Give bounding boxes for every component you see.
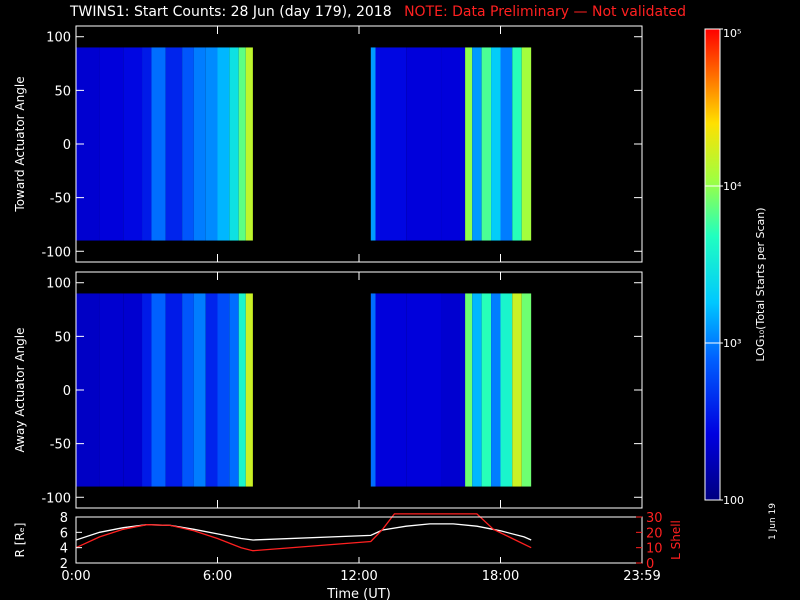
- heatmap-strip: [465, 293, 473, 487]
- x-tick-label: 23:59: [623, 569, 660, 584]
- y2-axis-label: L Shell: [669, 520, 683, 560]
- y2-tick-label: 0: [646, 557, 654, 572]
- heatmap-strip: [151, 47, 166, 241]
- y-tick-label: 100: [46, 277, 71, 292]
- heatmap-strip: [521, 293, 532, 487]
- y-axis-label: Away Actuator Angle: [13, 327, 27, 452]
- y2-tick-label: 10: [646, 542, 663, 557]
- y-tick-label: 2: [60, 557, 68, 572]
- panel-frame: [75, 516, 643, 564]
- y-tick-label: -100: [41, 491, 71, 506]
- y-tick-label: -50: [50, 192, 71, 207]
- heatmap-strip: [481, 293, 492, 487]
- heatmap-strip: [406, 293, 442, 487]
- heatmap-panel-2: -100 -50 0 50 100 Away Actuator Angle: [13, 271, 643, 509]
- heatmap-strip: [491, 47, 501, 241]
- heatmap-strip: [76, 293, 100, 487]
- y-tick-label: 0: [63, 138, 71, 153]
- title-note: NOTE: Data Preliminary — Not validated: [404, 4, 687, 20]
- heatmap-strip: [238, 47, 246, 241]
- heatmap-strip: [217, 293, 230, 487]
- y-axis-label: Toward Actuator Angle: [13, 76, 27, 212]
- heatmap-strip: [151, 293, 166, 487]
- y-tick-label: 100: [46, 31, 71, 46]
- colorbar-tick-label: 10³: [723, 337, 741, 350]
- colorbar-tick-label: 10⁵: [723, 27, 741, 40]
- heatmap-strip: [123, 293, 143, 487]
- heatmap-strip: [375, 47, 407, 241]
- heatmap-strip: [123, 47, 143, 241]
- heatmap-strip: [182, 293, 194, 487]
- date-stamp: 1 Jun 19: [768, 503, 778, 540]
- heatmap-strip: [441, 293, 466, 487]
- y-tick-label: 50: [54, 84, 71, 99]
- heatmap-strip: [465, 47, 473, 241]
- heatmap-strip: [182, 47, 194, 241]
- colorbar-label: LOG₁₀(Total Starts per Scan): [754, 207, 767, 361]
- colorbar-tick-label: 10⁴: [723, 180, 742, 193]
- y2-tick-label: 20: [646, 526, 663, 541]
- x-axis-label: Time (UT): [326, 587, 391, 600]
- heatmap-strip: [441, 47, 466, 241]
- heatmap-panel-1: -100 -50 0 50 100 Toward Actuator Angle: [13, 25, 643, 263]
- colorbar-scale: [704, 28, 721, 501]
- heatmap-strip: [491, 293, 501, 487]
- y-tick-label: 6: [60, 526, 68, 541]
- heatmap-strip: [229, 47, 239, 241]
- heatmap-strip: [370, 47, 376, 241]
- y-tick-label: 0: [63, 384, 71, 399]
- colorbar: 100 10³ 10⁴ 10⁵ LOG₁₀(Total Starts per Scan): [704, 27, 767, 507]
- heatmap-strip: [406, 47, 442, 241]
- heatmap-strip: [165, 293, 183, 487]
- x-tick-label: 12:00: [340, 569, 377, 584]
- x-tick-label: 6:00: [203, 569, 232, 584]
- heatmap-strip: [512, 47, 522, 241]
- heatmap-strip: [76, 47, 100, 241]
- heatmap-strip: [193, 47, 206, 241]
- heatmap-strip: [472, 47, 482, 241]
- heatmap-strip: [375, 293, 407, 487]
- y-tick-label: 50: [54, 330, 71, 345]
- heatmap-strip: [142, 293, 152, 487]
- title-main: TWINS1: Start Counts: 28 Jun (day 179), …: [70, 4, 392, 20]
- colorbar-tick-label: 100: [723, 494, 744, 507]
- y-tick-label: 4: [60, 542, 68, 557]
- heatmap-strip: [245, 47, 253, 241]
- heatmap-strip: [481, 47, 492, 241]
- x-tick-label: 18:00: [482, 569, 519, 584]
- heatmap-strip: [229, 293, 239, 487]
- heatmap-strip: [142, 47, 152, 241]
- heatmap-strip: [472, 293, 482, 487]
- y2-tick-label: 30: [646, 511, 663, 526]
- heatmap-strip: [217, 47, 230, 241]
- heatmap-strip: [238, 293, 246, 487]
- heatmap-strip: [205, 47, 218, 241]
- heatmap-strip: [500, 293, 513, 487]
- heatmap-strip: [165, 47, 183, 241]
- y-tick-label: -100: [41, 245, 71, 260]
- x-tick-label: 0:00: [61, 569, 90, 584]
- r-distance-line: [76, 523, 532, 541]
- plot-title: TWINS1: Start Counts: 28 Jun (day 179), …: [70, 4, 686, 20]
- heatmap-strip: [193, 293, 206, 487]
- heatmap-strip: [245, 293, 253, 487]
- y-tick-label: -50: [50, 438, 71, 453]
- heatmap-strip: [99, 293, 124, 487]
- heatmap-strip: [205, 293, 218, 487]
- y-axis-label: R [Rₑ]: [13, 523, 27, 558]
- heatmap-strip: [512, 293, 522, 487]
- heatmap-strip: [370, 293, 376, 487]
- heatmap-strip: [99, 47, 124, 241]
- lshell-line: [76, 513, 532, 552]
- heatmap-strip: [521, 47, 532, 241]
- heatmap-strip: [500, 47, 513, 241]
- y-tick-label: 8: [60, 511, 68, 526]
